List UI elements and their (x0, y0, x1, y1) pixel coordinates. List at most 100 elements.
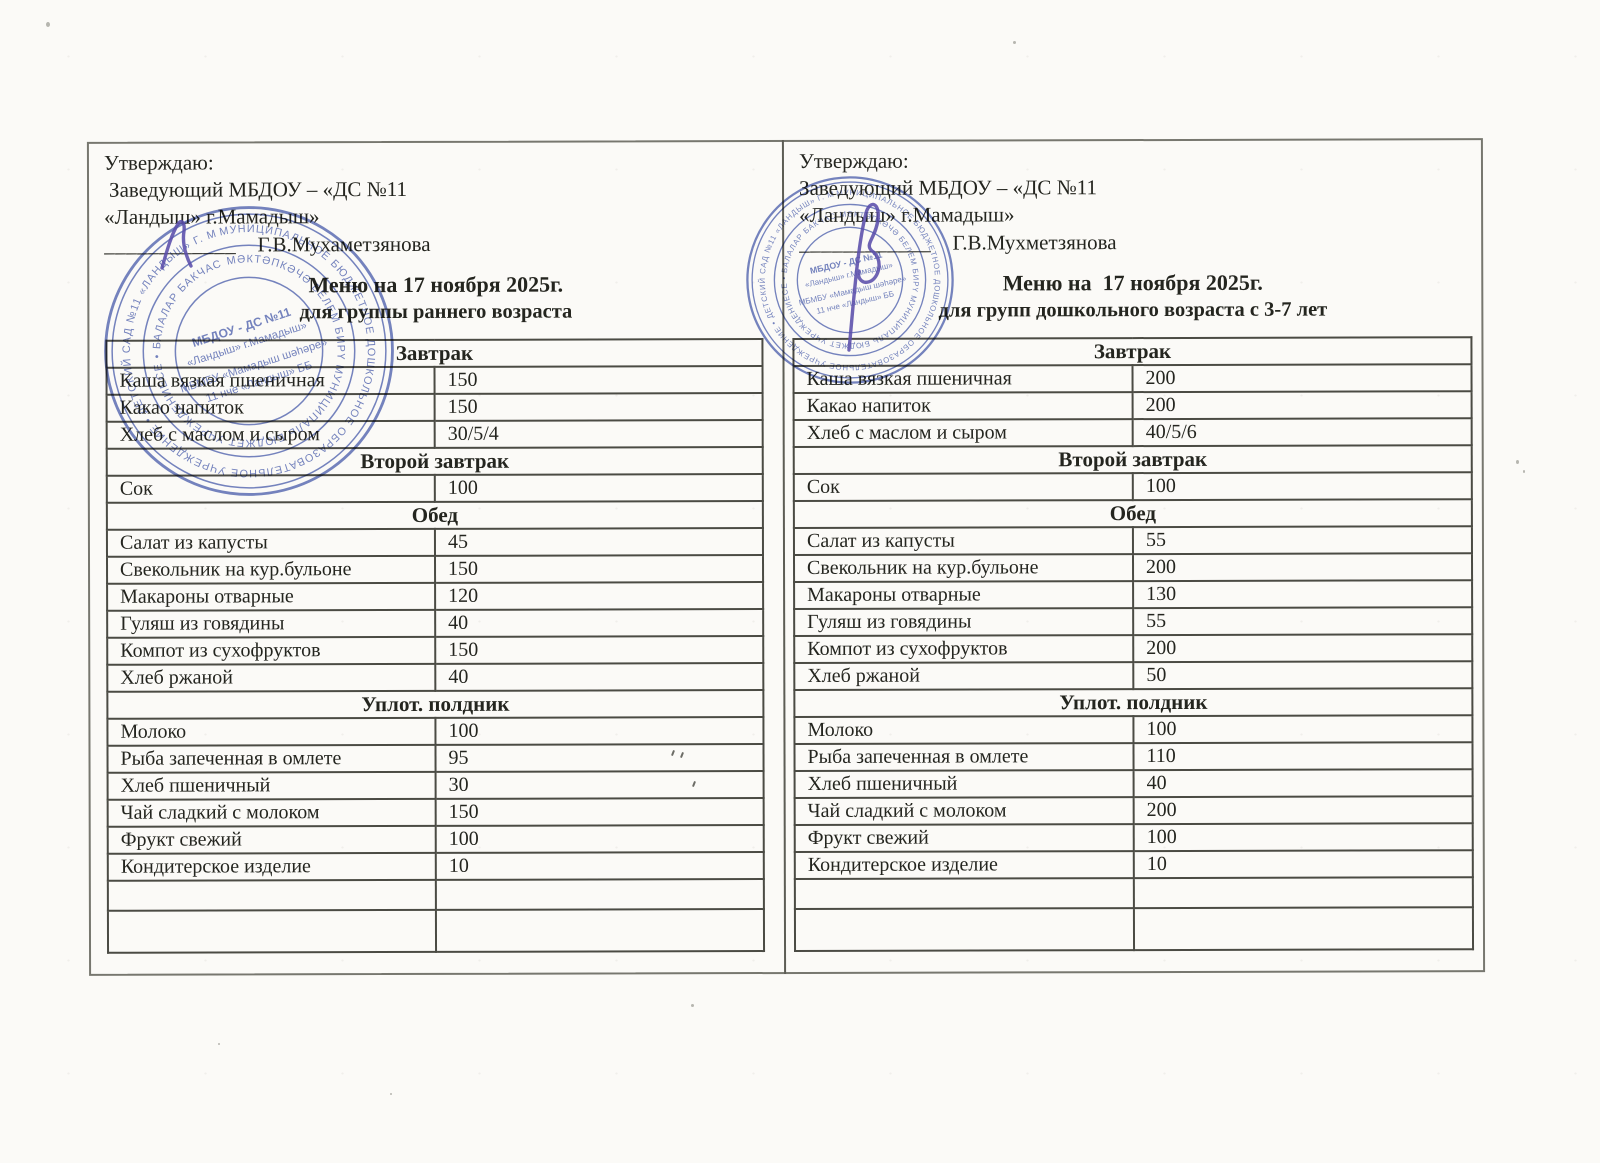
dish-name: Молоко (794, 716, 1134, 744)
portion-grams (435, 909, 765, 952)
menu-title: Меню на 17 ноября 2025г. (308, 271, 564, 298)
portion-grams: 200 (1133, 796, 1473, 825)
portion-grams: 200 (1133, 634, 1473, 663)
menu-row: Кондитерское изделие 10 (794, 850, 1473, 879)
section-header: Обед (106, 501, 763, 530)
section-header: Уплот. полдник (794, 688, 1473, 717)
menu-row: Компот из сухофруктов 150 (107, 636, 764, 665)
menu-row: Свекольник на кур.бульоне 200 (793, 553, 1473, 582)
portion-grams: 55 (1132, 526, 1472, 555)
scan-speck (1516, 460, 1519, 464)
signature-row: ____________ Г.В.Мухметзянова (799, 228, 1481, 257)
dish-name: Гуляш из говядины (794, 608, 1134, 636)
menu-section-row: Завтрак (793, 337, 1472, 366)
approver-name: Г.В.Мухметзянова (952, 230, 1117, 255)
dish-name: Рыба запеченная в омлете (794, 743, 1134, 771)
approval-block: Утверждаю: Заведующий МБДОУ – «ДС №11 «Л… (89, 142, 782, 259)
portion-grams (435, 879, 764, 910)
menu-row: Гуляш из говядины 55 (794, 607, 1473, 636)
portion-grams: 50 (1133, 661, 1473, 690)
section-header: Второй завтрак (106, 447, 763, 476)
dish-name: Хлеб пшеничный (107, 771, 436, 800)
menu-row (107, 909, 765, 953)
scan-speck (390, 1093, 392, 1095)
approver-position: Заведующий МБДОУ – «ДС №11 (109, 176, 407, 202)
menu-row: Хлеб ржаной 50 (794, 661, 1473, 690)
menu-section-row: Обед (793, 499, 1472, 528)
dish-name: Фрукт свежий (107, 825, 436, 854)
portion-grams: 200 (1132, 391, 1472, 420)
dish-name: Рыба запеченная в омлете (107, 744, 436, 773)
portion-grams: 130 (1133, 580, 1473, 609)
portion-grams: 40 (1133, 769, 1473, 798)
portion-grams: 40/5/6 (1132, 418, 1472, 447)
dish-name: Сок (106, 474, 435, 503)
dish-name: Фрукт свежий (794, 824, 1134, 852)
dish-name: Хлеб пшеничный (794, 770, 1134, 798)
dish-name: Хлеб ржаной (794, 662, 1134, 690)
menu-row: Чай сладкий с молоком 200 (794, 796, 1473, 825)
dish-name: Салат из капусты (793, 527, 1133, 555)
preschool-menu-column: Утверждаю: Заведующий МБДОУ – «ДС №11 «Л… (784, 140, 1483, 972)
menu-section-row: Второй завтрак (106, 447, 763, 476)
dish-name: Салат из капусты (106, 528, 435, 557)
menu-section-row: Уплот. полдник (107, 690, 764, 719)
menu-row: Хлеб ржаной 40 (107, 663, 764, 692)
portion-grams: 100 (434, 474, 763, 502)
menu-row: Каша вязкая пшеничная 200 (793, 364, 1472, 393)
dish-name: Каша вязкая пшеничная (793, 365, 1133, 393)
approval-block: Утверждаю: Заведующий МБДОУ – «ДС №11 «Л… (784, 140, 1481, 257)
dish-name: Компот из сухофруктов (107, 636, 436, 665)
dish-name: Хлеб с маслом и сыром (793, 419, 1133, 447)
section-header: Обед (793, 499, 1472, 528)
section-header: Завтрак (106, 339, 763, 368)
menu-row: Молоко 100 (107, 717, 764, 746)
portion-grams: 100 (435, 717, 764, 745)
portion-grams: 100 (435, 825, 764, 853)
menu-row (794, 877, 1473, 909)
portion-grams: 150 (435, 636, 764, 664)
menu-row: Хлеб с маслом и сыром 40/5/6 (793, 418, 1472, 447)
menu-row: Какао напиток 150 (106, 393, 763, 422)
menu-row: Хлеб пшеничный 30 (107, 771, 764, 800)
menu-row (794, 907, 1474, 951)
portion-grams: 55 (1133, 607, 1473, 636)
portion-grams: 40 (435, 609, 764, 637)
scan-speck (218, 1043, 220, 1045)
portion-grams: 150 (434, 555, 764, 583)
dish-name: Чай сладкий с молоком (794, 797, 1134, 825)
approve-label: Утверждаю: (103, 150, 214, 175)
portion-grams: 40 (435, 663, 764, 691)
dish-name: Макароны отварные (107, 582, 436, 611)
section-header: Уплот. полдник (107, 690, 764, 719)
dish-name: Кондитерское изделие (107, 852, 436, 881)
portion-grams: 30 (435, 771, 764, 799)
menu-row: Салат из капусты 55 (793, 526, 1472, 555)
signature-line: ____________ (104, 232, 237, 257)
scan-speck (1523, 470, 1525, 473)
dish-name: Свекольник на кур.бульоне (793, 554, 1134, 582)
dish-name: Кондитерское изделие (794, 851, 1134, 879)
dish-name (107, 909, 437, 953)
menu-section-row: Обед (106, 501, 763, 530)
portion-grams: 110 (1133, 742, 1473, 771)
dish-name: Какао напиток (793, 392, 1133, 420)
dish-name: Компот из сухофруктов (794, 635, 1134, 663)
portion-grams: 150 (435, 798, 764, 826)
menu-row: Кондитерское изделие 10 (107, 852, 764, 881)
menu-table: Завтрак Каша вязкая пшеничная 200 Какао нап… (792, 336, 1474, 952)
menu-row: Макароны отварные 120 (107, 582, 764, 611)
portion-grams: 100 (1133, 823, 1473, 852)
portion-grams: 200 (1132, 553, 1473, 582)
menu-table: Завтрак Каша вязкая пшеничная 150 Какао нап… (105, 338, 765, 954)
organization-name: «Ландыш» г.Мамадыш» (799, 202, 1015, 227)
portion-grams: 30/5/4 (434, 420, 763, 448)
dish-name: Сок (793, 473, 1133, 501)
portion-grams: 45 (434, 528, 763, 556)
portion-grams: 120 (435, 582, 764, 610)
menu-row: Хлеб с маслом и сыром 30/5/4 (106, 420, 763, 449)
portion-grams: 95 (435, 744, 764, 772)
menu-row: Фрукт свежий 100 (107, 825, 764, 854)
document-border: Утверждаю: Заведующий МБДОУ – «ДС №11 «Л… (86, 138, 1486, 976)
